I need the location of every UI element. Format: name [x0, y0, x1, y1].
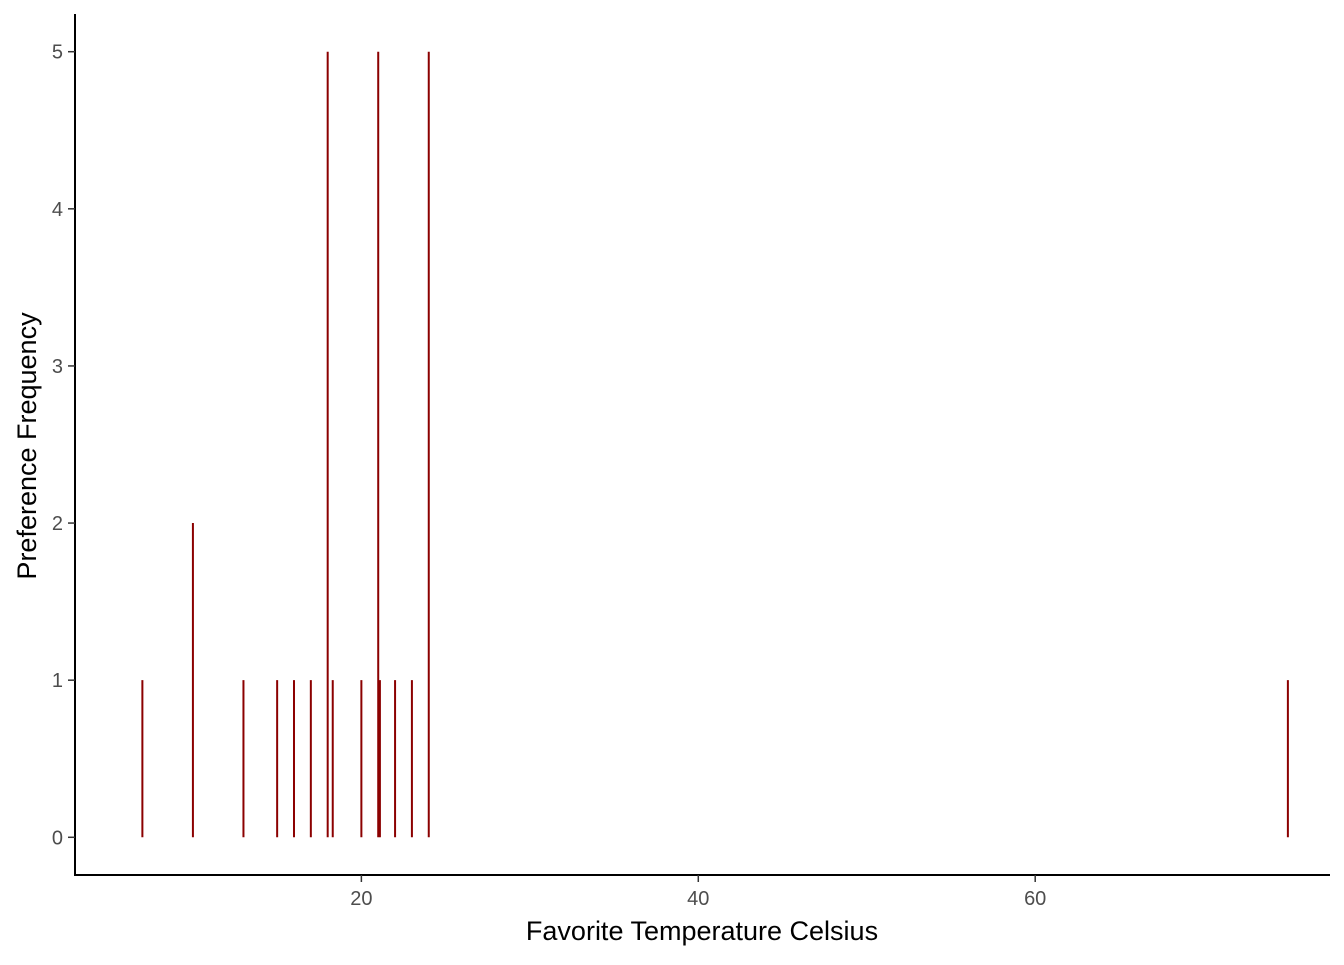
y-ticks-layer: 0 1 2 3 4 5 — [52, 42, 75, 849]
x-axis-title: Favorite Temperature Celsius — [526, 916, 878, 946]
y-tick-label: 5 — [52, 42, 63, 64]
y-tick-label: 3 — [52, 356, 63, 378]
x-ticks-layer: 20 40 60 — [350, 875, 1046, 910]
y-tick-label: 1 — [52, 670, 63, 692]
x-tick-label: 20 — [350, 888, 372, 910]
y-axis-title: Preference Frequency — [12, 312, 42, 580]
x-tick-label: 60 — [1024, 888, 1046, 910]
bars-layer — [141, 51, 1289, 838]
y-tick-label: 0 — [52, 827, 63, 849]
y-tick-label: 4 — [52, 199, 63, 221]
x-tick-label: 40 — [687, 888, 709, 910]
y-tick-label: 2 — [52, 513, 63, 535]
